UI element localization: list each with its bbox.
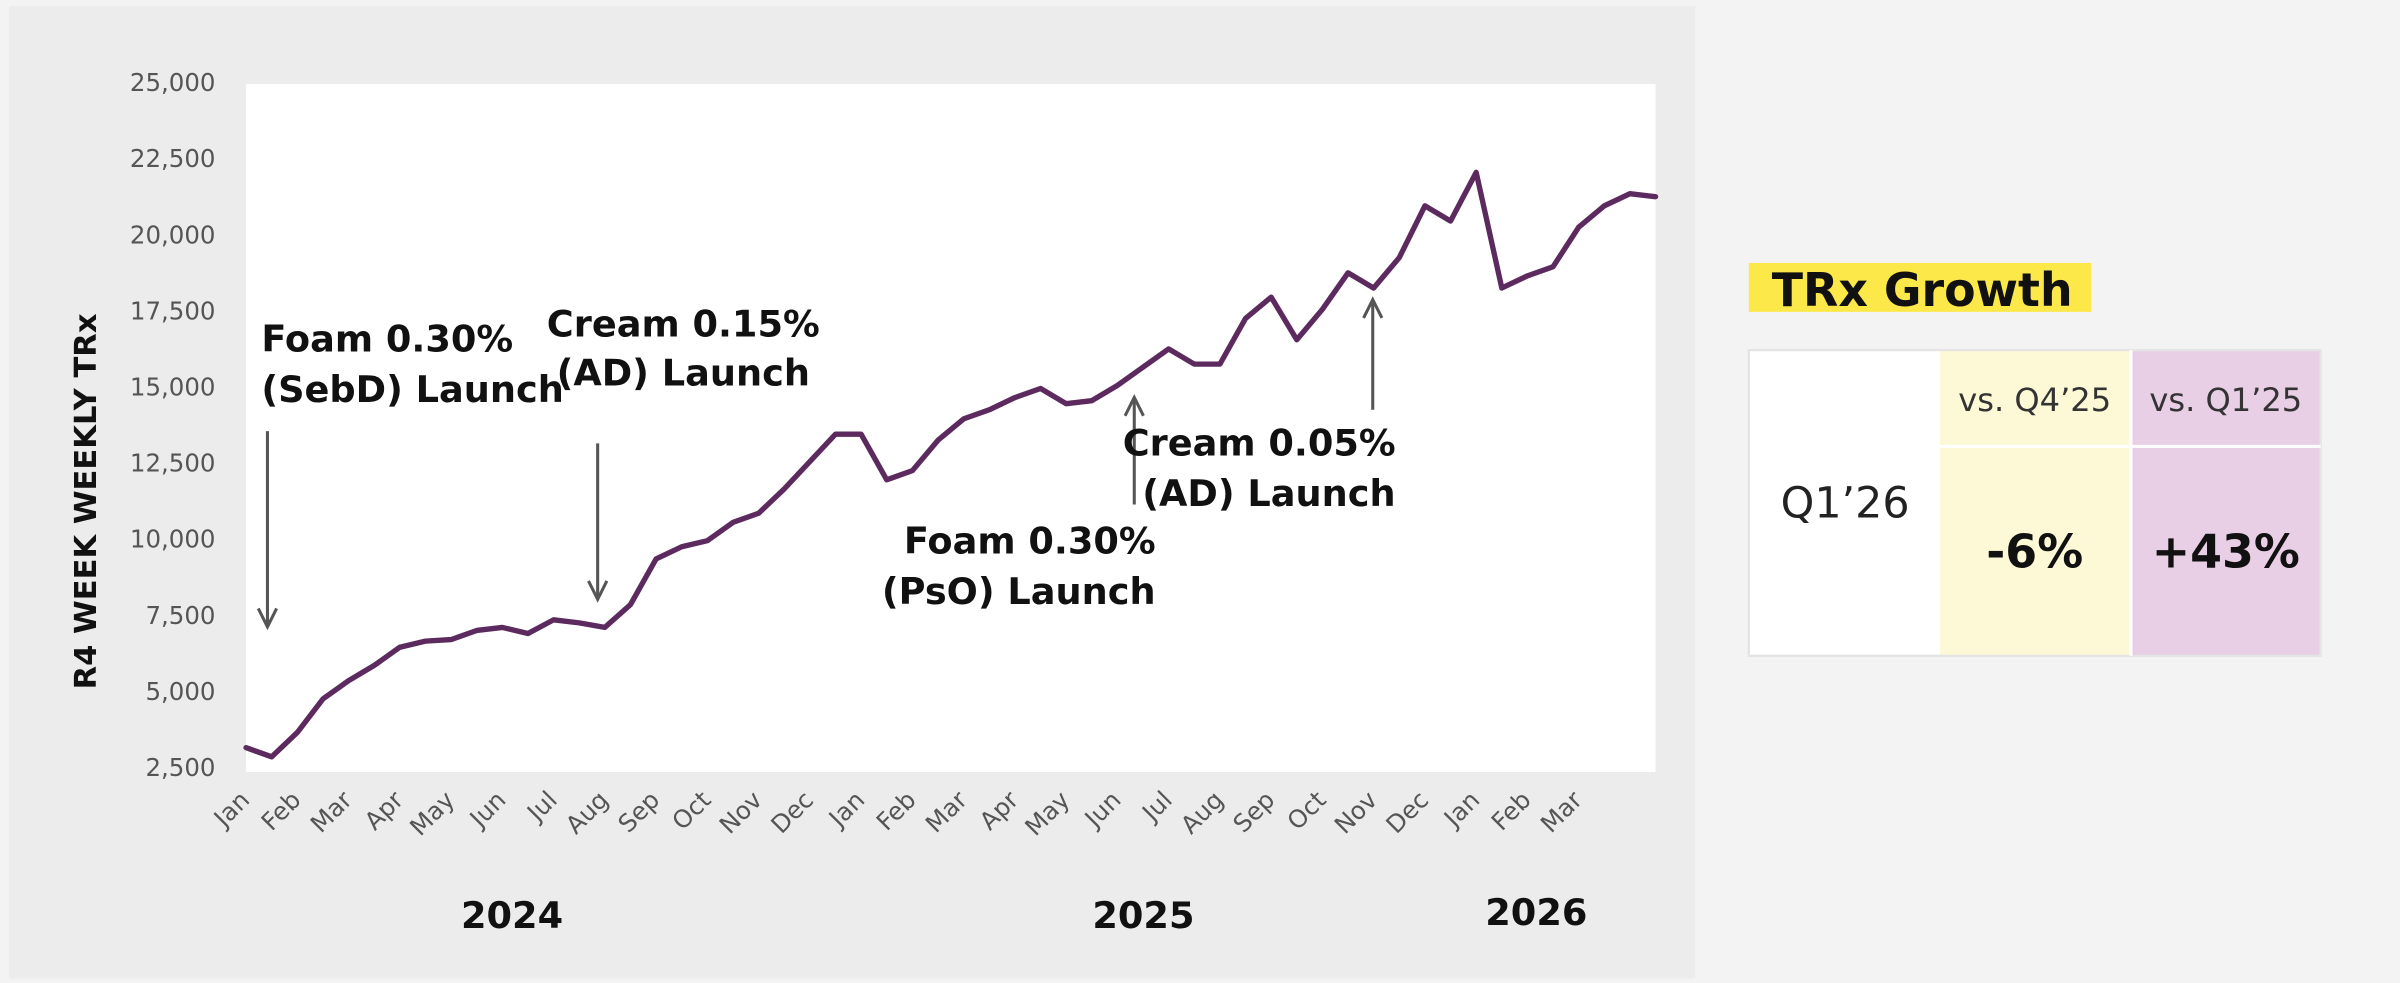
column-header: vs. Q1’25 (2149, 381, 2302, 419)
y-tick-label: 2,500 (145, 753, 215, 782)
row-header: Q1’26 (1781, 479, 1910, 529)
y-tick-label: 10,000 (130, 525, 216, 554)
annotation-text: Cream 0.05% (1123, 422, 1396, 465)
annotation-text: (PsO) Launch (882, 570, 1156, 613)
year-label: 2024 (461, 894, 563, 937)
annotation: Foam 0.30% (SebD) Launch (256, 318, 564, 631)
year-label: 2025 (1092, 894, 1194, 937)
table-border (1747, 348, 2322, 657)
annotation: Foam 0.30% (PsO) Launch (882, 394, 1156, 613)
annotation: Cream 0.15% (AD) Launch (547, 302, 820, 603)
arrow-head (587, 580, 609, 603)
y-tick-label: 20,000 (130, 220, 216, 249)
y-tick-label: 17,500 (130, 296, 216, 325)
y-axis-title: R4 WEEK WEEKLY TRx (69, 313, 104, 689)
column-header: vs. Q4’25 (1958, 381, 2111, 419)
table-title: TRx Growth (1772, 263, 2073, 317)
growth-table: TRx Growth vs. Q4’25 vs. Q1’25 Q1’26 -6%… (1747, 262, 2322, 657)
table-value: -6% (1986, 524, 2083, 578)
arrow-head (1362, 296, 1384, 319)
annotation-text: Foam 0.30% (904, 519, 1156, 562)
y-tick-label: 25,000 (130, 68, 216, 97)
annotation-text: Foam 0.30% (261, 318, 513, 361)
title-highlight (1748, 262, 2092, 312)
y-tick-label: 5,000 (145, 677, 215, 706)
annotation-text: (AD) Launch (1142, 472, 1395, 515)
annotation: Cream 0.05% (AD) Launch (1123, 296, 1396, 515)
y-tick-label: 7,500 (145, 601, 215, 630)
data-line (243, 169, 1659, 760)
cell (1748, 350, 1940, 656)
cell (2131, 350, 2321, 656)
table-value: +43% (2152, 524, 2300, 578)
annotation-text: (AD) Launch (557, 351, 810, 394)
y-tick-label: 12,500 (130, 449, 216, 478)
arrow-head (1123, 394, 1145, 417)
y-tick-label: 22,500 (130, 144, 216, 173)
y-tick-label: 15,000 (130, 372, 216, 401)
cell (1939, 350, 2132, 656)
year-label: 2026 (1485, 891, 1587, 934)
annotation-text: (SebD) Launch (261, 368, 564, 411)
arrow-head (256, 607, 278, 631)
annotation-text: Cream 0.15% (547, 302, 820, 345)
